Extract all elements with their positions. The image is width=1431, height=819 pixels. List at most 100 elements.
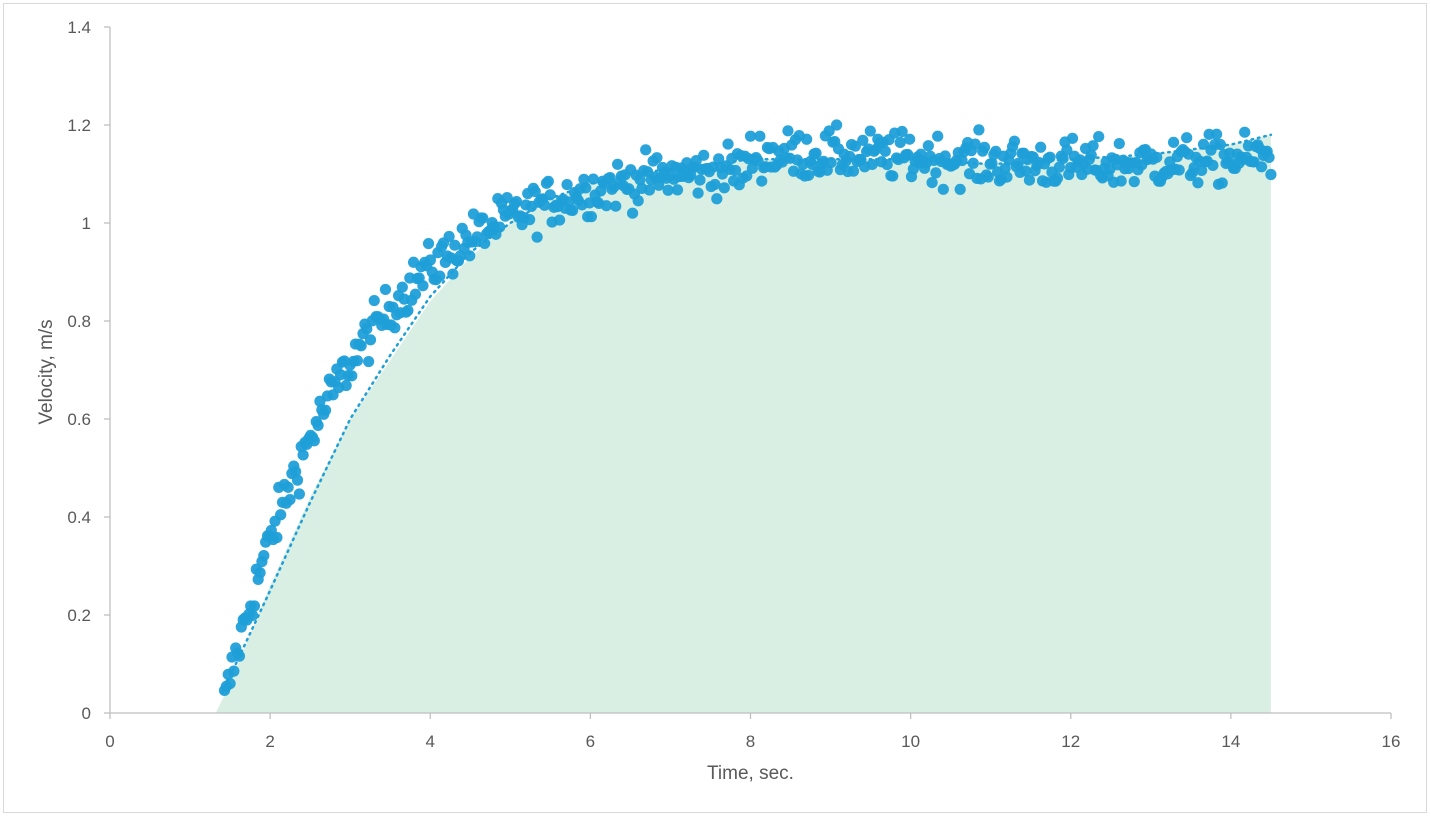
x-tick-label: 14	[1221, 732, 1240, 751]
data-point	[932, 130, 944, 142]
data-point	[1255, 161, 1268, 173]
data-point	[879, 145, 891, 157]
y-tick-label: 0.6	[67, 410, 91, 429]
data-point	[538, 199, 551, 211]
data-point	[275, 509, 287, 521]
data-point	[999, 162, 1011, 175]
data-point	[1196, 164, 1208, 177]
data-point	[477, 212, 489, 224]
y-tick-label: 0.8	[67, 312, 91, 331]
data-point	[282, 481, 294, 493]
data-point	[471, 231, 483, 243]
data-point	[887, 170, 899, 182]
data-point	[713, 153, 725, 165]
data-point	[810, 147, 822, 159]
data-point	[290, 465, 302, 478]
data-point	[578, 173, 590, 185]
data-point	[978, 141, 991, 153]
data-point	[1093, 130, 1105, 143]
data-point	[580, 182, 592, 194]
data-point	[1044, 151, 1056, 163]
data-point	[1020, 165, 1032, 177]
data-point	[248, 600, 261, 612]
data-point	[368, 294, 380, 307]
data-point	[922, 140, 934, 152]
data-point	[1051, 172, 1064, 184]
data-point	[233, 650, 246, 662]
data-point	[1066, 132, 1079, 144]
data-point	[361, 323, 373, 335]
data-point	[1211, 128, 1223, 140]
data-point	[967, 157, 979, 169]
data-point	[604, 171, 616, 184]
data-point	[1263, 151, 1275, 164]
data-point	[754, 130, 766, 142]
data-point	[587, 173, 599, 185]
data-point	[1216, 177, 1228, 189]
data-point	[434, 270, 446, 282]
data-points	[218, 119, 1277, 697]
data-point	[1087, 140, 1099, 152]
data-point	[424, 254, 436, 266]
y-axis-title: Velocity, m/s	[36, 319, 57, 424]
data-point	[956, 154, 968, 167]
data-point	[319, 404, 332, 416]
data-point	[254, 567, 266, 579]
data-point	[782, 125, 794, 137]
x-tick-label: 16	[1382, 732, 1401, 751]
x-tick-label: 8	[746, 732, 755, 751]
data-point	[284, 493, 296, 506]
data-point	[510, 196, 523, 208]
data-point	[847, 165, 860, 177]
data-point	[422, 237, 435, 250]
data-point	[930, 167, 942, 179]
data-point	[709, 178, 721, 191]
y-tick-label: 0.2	[67, 606, 91, 625]
data-point	[464, 250, 476, 262]
data-point	[802, 169, 815, 181]
data-point	[881, 158, 893, 171]
data-point	[600, 200, 612, 212]
data-point	[825, 156, 837, 169]
data-point	[1023, 174, 1036, 186]
data-point	[612, 158, 624, 170]
x-tick-label: 0	[105, 732, 114, 751]
data-point	[364, 334, 377, 346]
data-point	[634, 174, 646, 186]
data-point	[671, 184, 684, 196]
data-point	[1151, 151, 1163, 163]
x-tick-label: 12	[1061, 732, 1080, 751]
data-point	[1207, 159, 1219, 171]
data-point	[1239, 126, 1251, 138]
data-point	[402, 304, 414, 317]
data-point	[479, 237, 491, 250]
data-point	[651, 152, 663, 164]
data-point	[1167, 136, 1180, 148]
data-point	[694, 174, 706, 186]
data-point	[1214, 138, 1226, 151]
data-point	[1113, 137, 1125, 150]
y-tick-label: 0.4	[67, 508, 91, 527]
x-tick-label: 6	[586, 732, 595, 751]
data-point	[553, 214, 566, 226]
data-point	[801, 133, 813, 145]
data-point	[823, 125, 835, 137]
data-point	[346, 370, 358, 382]
data-point	[1008, 135, 1021, 147]
data-point	[1181, 132, 1193, 144]
data-point	[355, 340, 367, 352]
data-point	[744, 130, 757, 142]
y-tick-label: 1	[82, 214, 91, 233]
x-tick-label: 10	[901, 732, 920, 751]
data-point	[894, 136, 906, 149]
data-point	[1115, 175, 1127, 187]
data-point	[531, 231, 543, 243]
data-point	[640, 144, 652, 156]
data-point	[585, 211, 597, 223]
data-point	[447, 268, 459, 280]
data-point	[857, 134, 869, 146]
data-point	[449, 239, 461, 251]
area-fill-layer	[215, 134, 1271, 714]
data-point	[632, 195, 644, 207]
data-point	[610, 200, 622, 212]
